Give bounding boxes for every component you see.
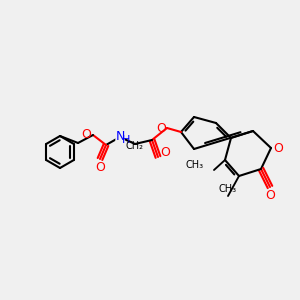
- Text: O: O: [160, 146, 170, 159]
- Text: CH₃: CH₃: [219, 184, 237, 194]
- Text: O: O: [81, 128, 91, 140]
- Text: O: O: [273, 142, 283, 154]
- Text: CH₂: CH₂: [126, 141, 144, 151]
- Text: O: O: [95, 161, 105, 174]
- Text: H: H: [122, 135, 130, 145]
- Text: O: O: [265, 189, 275, 202]
- Text: CH₃: CH₃: [186, 160, 204, 170]
- Text: O: O: [156, 122, 166, 134]
- Text: N: N: [115, 130, 125, 143]
